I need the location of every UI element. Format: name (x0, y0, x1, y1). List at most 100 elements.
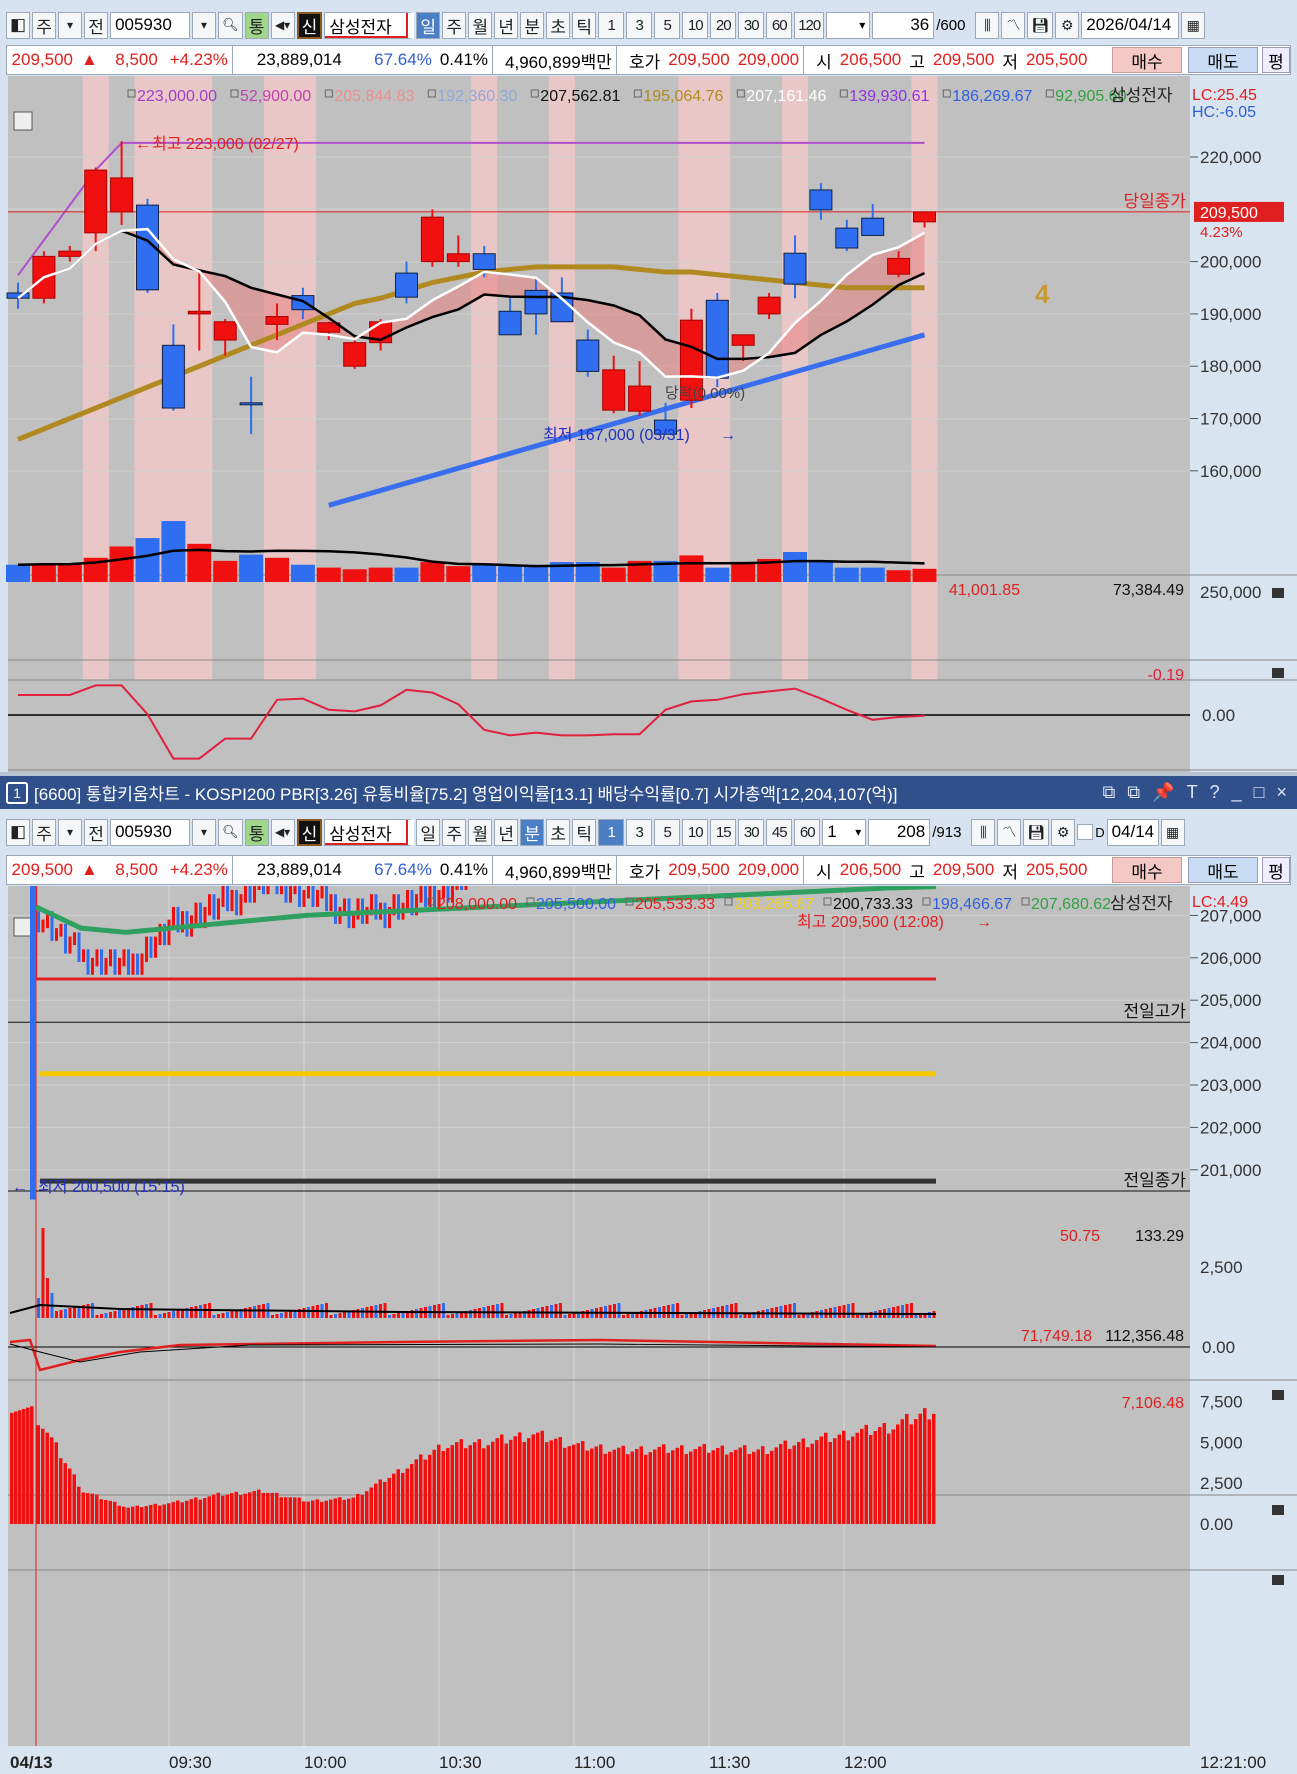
interval-select[interactable]: ▾ (826, 11, 871, 39)
search-icon[interactable]: 🔍︎ (218, 11, 243, 39)
interval-button-5[interactable]: 5 (654, 818, 681, 846)
tong-button[interactable]: 통 (244, 11, 269, 39)
tab-period-4[interactable]: 분 (520, 11, 545, 39)
market-select[interactable]: 주 (32, 11, 57, 39)
interval-button-120[interactable]: 120 (794, 11, 825, 39)
window-control-icon-1[interactable]: ⧉ (1127, 782, 1141, 802)
interval-select[interactable]: 1 ▾ (822, 818, 867, 846)
code-dropdown-icon[interactable]: ▾ (192, 11, 217, 39)
window-control-icon-4[interactable]: ? (1209, 782, 1220, 802)
tab-period-1[interactable]: 주 (442, 818, 467, 846)
speaker-icon[interactable]: ◀▾ (270, 818, 295, 846)
high-note: 최고 209,500 (12:08) (797, 913, 944, 931)
tab-period-2[interactable]: 월 (468, 11, 493, 39)
interval-button-5[interactable]: 5 (654, 11, 681, 39)
buy-button[interactable]: 매수 (1112, 47, 1182, 73)
window-control-icon-3[interactable]: T (1186, 782, 1198, 802)
calendar-icon[interactable]: ▦ (1160, 818, 1185, 846)
candle-add-icon[interactable]: ⫼ (975, 11, 1000, 39)
interval-button-10[interactable]: 10 (682, 818, 709, 846)
eval-button[interactable]: 평 (1262, 47, 1290, 73)
line-add-icon[interactable]: 〽 (997, 818, 1022, 846)
tab-period-3[interactable]: 년 (494, 11, 519, 39)
tab-period-6[interactable]: 틱 (572, 11, 597, 39)
gear-icon[interactable]: ⚙ (1051, 818, 1076, 846)
window-control-icon-6[interactable]: □ (1253, 782, 1265, 802)
speaker-icon[interactable]: ◀▾ (270, 11, 295, 39)
legend-value: 207,680.62 (1031, 896, 1111, 913)
tab-period-1[interactable]: 주 (442, 11, 467, 39)
market-select[interactable]: 주 (32, 818, 57, 846)
d-checkbox[interactable] (1077, 824, 1094, 840)
arrow-right-icon: → (720, 427, 736, 444)
interval-button-1[interactable]: 1 (598, 818, 625, 846)
save-icon[interactable]: 💾︎ (1023, 818, 1050, 846)
volume-ratio: 67.64% (374, 860, 432, 879)
window-control-icon-7[interactable]: × (1276, 782, 1287, 802)
volume-bar (644, 1310, 648, 1318)
stock-code-input[interactable]: 005930 (110, 818, 191, 846)
y-tick-label: 206,000 (1200, 949, 1261, 968)
layout-icon[interactable]: ◧ (6, 818, 31, 846)
daily-chart[interactable]: 223,000.00 52,900.00 205,844.83 192,360.30 2… (0, 76, 1297, 772)
minute-chart[interactable]: 208,000.00 205,500.00 205,533.33 203,266.67… (0, 886, 1297, 1774)
current-pct-label: 4.23% (1200, 224, 1243, 241)
prev-button[interactable]: 전 (84, 818, 109, 846)
interval-button-60[interactable]: 60 (766, 11, 793, 39)
buy-button[interactable]: 매수 (1112, 857, 1182, 883)
bar-count-input[interactable]: 36 (872, 11, 935, 39)
volume-bar (640, 1311, 643, 1318)
tab-period-6[interactable]: 틱 (572, 818, 597, 846)
search-icon[interactable]: 🔍︎ (218, 818, 243, 846)
hc-value: HC:-6.05 (1192, 104, 1256, 121)
date-input[interactable]: 04/14 (1106, 818, 1159, 846)
interval-button-20[interactable]: 20 (710, 11, 737, 39)
layout-icon[interactable]: ◧ (6, 11, 31, 39)
tab-period-4[interactable]: 분 (520, 818, 545, 846)
interval-button-10[interactable]: 10 (682, 11, 709, 39)
save-icon[interactable]: 💾︎ (1027, 11, 1054, 39)
eval-button[interactable]: 평 (1262, 857, 1290, 883)
tong-button[interactable]: 통 (244, 818, 269, 846)
window-control-icon-5[interactable]: _ (1231, 782, 1242, 802)
calendar-icon[interactable]: ▦ (1181, 11, 1206, 39)
interval-button-3[interactable]: 3 (626, 818, 653, 846)
interval-button-60[interactable]: 60 (794, 818, 821, 846)
interval-button-1[interactable]: 1 (598, 11, 625, 39)
tab-period-0[interactable]: 일 (416, 818, 441, 846)
window-control-icon-2[interactable]: 📌 (1152, 782, 1175, 802)
stock-code-input[interactable]: 005930 (110, 11, 191, 39)
tab-period-0[interactable]: 일 (416, 11, 441, 39)
legend-marker (823, 897, 832, 906)
interval-button-30[interactable]: 30 (738, 818, 765, 846)
sell-button[interactable]: 매도 (1188, 857, 1258, 883)
histogram-bar (171, 1502, 175, 1524)
prev-button[interactable]: 전 (84, 11, 109, 39)
stock-name-field[interactable]: 삼성전자 (324, 818, 415, 846)
histogram-bar (446, 1448, 450, 1524)
interval-button-30[interactable]: 30 (738, 11, 765, 39)
interval-button-3[interactable]: 3 (626, 11, 653, 39)
histogram-bar (365, 1491, 369, 1524)
chevron-down-icon[interactable]: ▾ (58, 11, 83, 39)
tab-period-5[interactable]: 초 (546, 11, 571, 39)
interval-button-45[interactable]: 45 (766, 818, 793, 846)
tab-period-3[interactable]: 년 (494, 818, 519, 846)
tab-period-2[interactable]: 월 (468, 818, 493, 846)
date-input[interactable]: 2026/04/14 (1081, 11, 1180, 39)
gear-icon[interactable]: ⚙ (1055, 11, 1080, 39)
chevron-down-icon[interactable]: ▾ (58, 818, 83, 846)
interval-button-15[interactable]: 15 (710, 818, 737, 846)
candle-add-icon[interactable]: ⫼ (971, 818, 996, 846)
code-dropdown-icon[interactable]: ▾ (192, 818, 217, 846)
sell-button[interactable]: 매도 (1188, 47, 1258, 73)
minute-bar (464, 886, 468, 890)
tab-period-5[interactable]: 초 (546, 818, 571, 846)
stock-name-field[interactable]: 삼성전자 (324, 11, 415, 39)
window-control-icon-0[interactable]: ⧉ (1102, 782, 1116, 802)
bar-count-input[interactable]: 208 (868, 818, 931, 846)
window-title-bar[interactable]: 1 [6600] 통합키움차트 - KOSPI200 PBR[3.26] 유통비… (0, 776, 1297, 809)
line-add-icon[interactable]: 〽 (1001, 11, 1026, 39)
x-tick-label: 04/13 (10, 1753, 53, 1772)
minute-bar (226, 886, 229, 912)
